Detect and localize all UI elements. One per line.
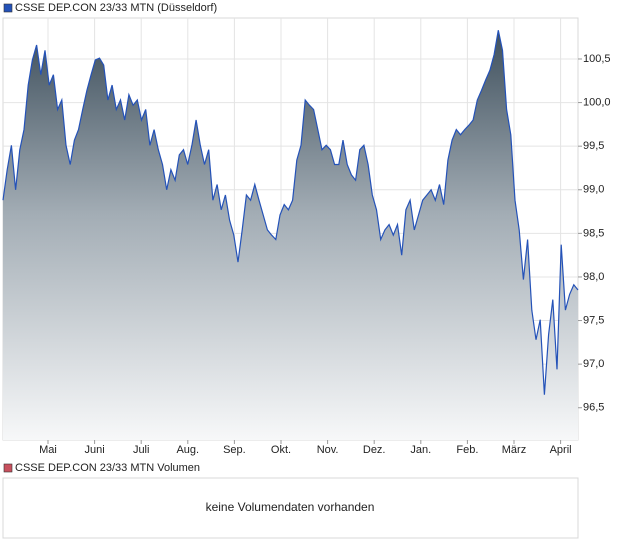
x-tick-label: März [502,444,526,456]
legend-label: CSSE DEP.CON 23/33 MTN Volumen [15,462,200,474]
x-tick-label: Juni [85,444,105,456]
x-tick-label: Dez. [363,444,386,456]
y-tick-label: 98,0 [583,271,604,283]
x-tick-label: Nov. [317,444,339,456]
x-tick-label: Sep. [223,444,246,456]
volume-frame [2,477,579,539]
x-tick-label: Mai [39,444,57,456]
y-tick-label: 100,5 [583,53,611,65]
y-tick-label: 98,5 [583,227,604,239]
x-tick-label: Juli [133,444,150,456]
area [3,30,578,440]
line [2,30,579,395]
x-tick-label: Aug. [176,444,199,456]
x-tick-label: Okt. [271,444,291,456]
legend-swatch [3,3,13,13]
no-data-message: keine Volumendaten vorhanden [206,500,375,514]
legend-swatch [3,463,13,473]
x-tick-label: Feb. [456,444,478,456]
x-tick-label: Jan. [410,444,431,456]
y-tick-label: 97,0 [583,358,604,370]
y-tick-label: 99,0 [583,184,604,196]
y-tick-label: 100,0 [583,96,611,108]
legend-label: CSSE DEP.CON 23/33 MTN (Düsseldorf) [15,2,217,14]
y-tick-label: 97,5 [583,314,604,326]
y-tick-label: 99,5 [583,140,604,152]
x-tick-label: April [550,444,572,456]
y-tick-label: 96,5 [583,402,604,414]
